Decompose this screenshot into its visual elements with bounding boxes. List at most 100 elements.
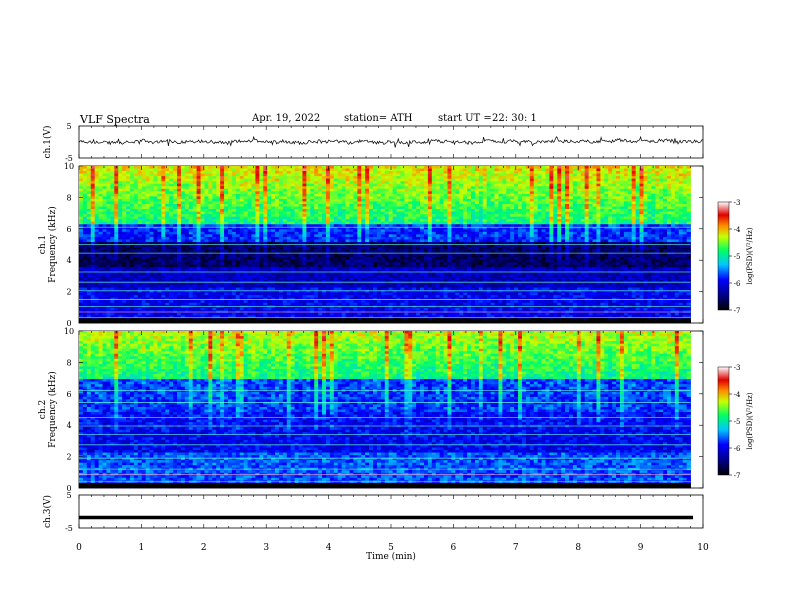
- ch1-spectrogram-cell: [518, 217, 522, 220]
- ch1-spectrogram-cell: [600, 222, 604, 225]
- ch1-spectrogram-cell: [240, 191, 244, 194]
- ch1-spectrogram-cell: [663, 212, 667, 215]
- ch1-spectrogram-cell: [189, 239, 193, 242]
- ch1-spectrogram-cell: [330, 224, 334, 227]
- ch1-spectrogram-cell: [361, 169, 365, 172]
- ch1-spectrogram-cell: [357, 176, 361, 179]
- ch1-spectrogram-cell: [506, 186, 510, 189]
- ch1-spectrogram-cell: [389, 184, 393, 187]
- ch1-spectrogram-cell: [612, 199, 616, 202]
- ch1-spectrogram-cell: [165, 232, 169, 235]
- ch1-spectrogram-cell: [647, 169, 651, 172]
- ch1-spectrogram-cell: [616, 232, 620, 235]
- ch1-spectrogram-cell: [608, 237, 612, 240]
- ch1-spectrogram-cell: [299, 176, 303, 179]
- ch1-spectrogram-cell: [110, 209, 114, 212]
- ch1-spectrogram-cell: [416, 217, 420, 220]
- ch1-spectrogram-cell: [655, 166, 659, 169]
- ch1-spectrogram-cell: [259, 194, 263, 197]
- ch1-spectrogram-cell: [193, 201, 197, 204]
- ch1-spectrogram-cell: [220, 237, 224, 240]
- ch1-spectrogram-cell: [404, 217, 408, 220]
- ch1-spectrogram-cell: [349, 229, 353, 232]
- ch1-spectrogram-cell: [510, 179, 514, 182]
- ch1-spectrogram-cell: [361, 212, 365, 215]
- ch1-spectrogram-cell: [353, 214, 357, 217]
- ch1-spectrogram-cell: [142, 166, 146, 169]
- ch1-spectrogram-cell: [189, 176, 193, 179]
- ch1-spectrogram-cell: [240, 214, 244, 217]
- ch1-spectrogram-cell: [338, 194, 342, 197]
- ch1-spectrogram-cell: [330, 219, 334, 222]
- ch1-spectrogram-cell: [487, 239, 491, 242]
- ch1-spectrogram-cell: [126, 191, 130, 194]
- ch1-spectrogram-cell: [157, 169, 161, 172]
- ch1-spectrogram-cell: [353, 229, 357, 232]
- ch1-spectrogram-cell: [114, 222, 118, 225]
- ch1-spectrogram-cell: [526, 229, 530, 232]
- ch1-spectrogram-cell: [346, 239, 350, 242]
- ch1-spectrogram-cell: [310, 189, 314, 192]
- ch1-spectrogram-cell: [353, 174, 357, 177]
- ch1-spectrogram-cell: [87, 184, 91, 187]
- ch1-spectrogram-cell: [604, 232, 608, 235]
- ch1-spectrogram-cell: [263, 237, 267, 240]
- ch1-spectrogram-cell: [204, 245, 208, 248]
- ch1-spectrogram-cell: [126, 169, 130, 172]
- ch1-spectrogram-cell: [377, 222, 381, 225]
- ch1-spectrogram-cell: [310, 214, 314, 217]
- ch1-spectrogram-cell: [632, 174, 636, 177]
- ch1-spectrogram-cell: [479, 176, 483, 179]
- ch1-spectrogram-cell: [659, 229, 663, 232]
- ch1-spectrogram-cell: [185, 201, 189, 204]
- ch1-spectrogram-cell: [373, 181, 377, 184]
- ch1-spectrogram-cell: [361, 201, 365, 204]
- ch1-spectrogram-cell: [259, 186, 263, 189]
- ch1-spectrogram-cell: [314, 239, 318, 242]
- ch1-spectrogram-cell: [103, 224, 107, 227]
- ch1-spectrogram-cell: [447, 171, 451, 174]
- ch1-spectrogram-cell: [569, 219, 573, 222]
- ch1-spectrogram-cell: [467, 229, 471, 232]
- ch1-spectrogram-cell: [271, 184, 275, 187]
- ch1-spectrogram-cell: [487, 189, 491, 192]
- ch1-spectrogram-cell: [169, 217, 173, 220]
- ch1-spectrogram-cell: [295, 194, 299, 197]
- ch1-spectrogram-cell: [369, 181, 373, 184]
- ch1-spectrogram-cell: [103, 234, 107, 237]
- ch1-spectrogram-cell: [263, 207, 267, 210]
- ch1-spectrogram-cell: [185, 189, 189, 192]
- ch1-spectrogram-cell: [479, 169, 483, 172]
- ch1-spectrogram-cell: [204, 209, 208, 212]
- ch1-spectrogram-cell: [655, 214, 659, 217]
- ch1-spectrogram-cell: [549, 176, 553, 179]
- ch1-spectrogram-cell: [491, 201, 495, 204]
- ch1-spectrogram-cell: [522, 194, 526, 197]
- ch1-spectrogram-cell: [353, 171, 357, 174]
- ch1-spectrogram-cell: [683, 169, 687, 172]
- ch1-spectrogram-cell: [228, 199, 232, 202]
- ch1-spectrogram-cell: [640, 184, 644, 187]
- ch1-spectrogram-cell: [185, 191, 189, 194]
- ch1-spectrogram-cell: [424, 189, 428, 192]
- ch1-spectrogram-cell: [651, 189, 655, 192]
- ch1-spectrogram-cell: [451, 224, 455, 227]
- ch1-spectrogram-cell: [655, 209, 659, 212]
- ch1-spectrogram-cell: [220, 204, 224, 207]
- ch1-spectrogram-cell: [267, 212, 271, 215]
- ch1-spectrogram-cell: [302, 222, 306, 225]
- ch1-spectrogram-cell: [318, 229, 322, 232]
- ch1-spectrogram-cell: [208, 191, 212, 194]
- ch1-spectrogram-cell: [150, 229, 154, 232]
- ch1-spectrogram-cell: [659, 237, 663, 240]
- ch1-spectrogram-cell: [420, 232, 424, 235]
- ch1-spectrogram-cell: [628, 196, 632, 199]
- ch1-spectrogram-cell: [279, 237, 283, 240]
- ch1-spectrogram-cell: [342, 239, 346, 242]
- ch1-spectrogram-cell: [412, 214, 416, 217]
- ch1-spectrogram-cell: [549, 186, 553, 189]
- ch1-spectrogram-cell: [279, 181, 283, 184]
- ch1-spectrogram-cell: [259, 179, 263, 182]
- ch1-spectrogram-cell: [655, 234, 659, 237]
- ch1-spectrogram-cell: [683, 201, 687, 204]
